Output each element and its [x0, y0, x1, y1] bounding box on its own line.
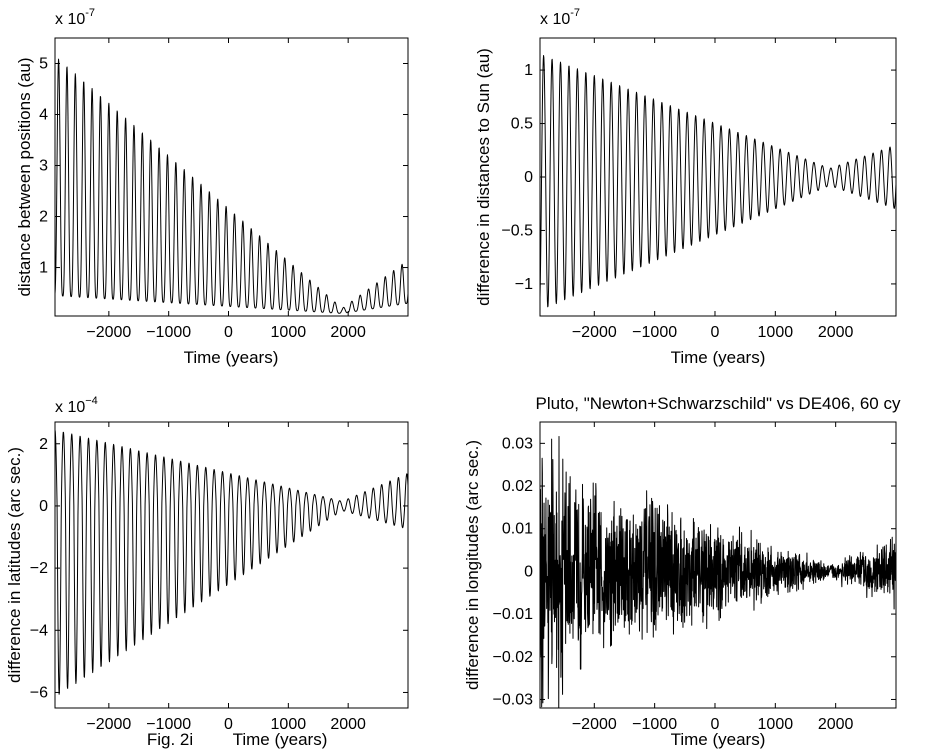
y-tick-label: −1 — [515, 276, 533, 293]
x-ticks: −2000 −1000 0 1000 2000 — [572, 422, 854, 733]
x-tick-label: −2000 — [86, 716, 131, 733]
y-tick-label: 0 — [39, 498, 48, 515]
x-tick-label: −1000 — [632, 716, 677, 733]
plot-frame — [539, 37, 897, 317]
y-ticks: −1 −0.5 0 0.5 1 — [501, 62, 896, 293]
y-tick-label: 2 — [39, 209, 48, 226]
y-tick-label: 1 — [524, 62, 533, 79]
x-tick-label: −2000 — [572, 324, 617, 341]
y-tick-label: −2 — [30, 560, 48, 577]
y-tick-label: −0.01 — [493, 606, 534, 623]
x-tick-label: 2000 — [330, 324, 366, 341]
x-tick-label: 0 — [224, 716, 233, 733]
x-tick-label: 1000 — [758, 324, 794, 341]
y-tick-label: 0 — [524, 169, 533, 186]
x-tick-label: 2000 — [330, 716, 366, 733]
x-tick-label: −1000 — [146, 716, 191, 733]
x-tick-label: −1000 — [632, 324, 677, 341]
x-tick-label: 1000 — [758, 716, 794, 733]
y-tick-label: 4 — [39, 107, 48, 124]
y-tick-label: 3 — [39, 158, 48, 175]
x-tick-label: −1000 — [146, 324, 191, 341]
y-ticks: −6 −4 −2 0 2 — [30, 436, 408, 701]
x-tick-label: 2000 — [818, 324, 854, 341]
y-tick-label: 5 — [39, 56, 48, 73]
panel-longitudes: −2000 −1000 0 1000 2000 −0.03 −0.02 −0.01 0 0.01… — [463, 394, 901, 749]
y-multiplier: x 10-7 — [55, 7, 95, 28]
x-tick-label: 0 — [711, 324, 720, 341]
series-line — [540, 436, 896, 708]
y-tick-label: 0.02 — [502, 478, 533, 495]
x-ticks: −2000 −1000 0 1000 2000 — [86, 422, 366, 733]
panel-latitudes: −2000 −1000 0 1000 2000 −6 −4 −2 0 2 Time (years… — [5, 395, 409, 749]
chart-title: Pluto, "Newton+Schwarzschild" vs DE406, … — [536, 394, 901, 413]
series-line — [540, 55, 896, 308]
figure-caption: Fig. 2i — [147, 730, 193, 749]
y-ticks: −0.03 −0.02 −0.01 0 0.01 0.02 0.03 — [493, 435, 896, 708]
x-tick-label: 0 — [711, 716, 720, 733]
x-tick-label: −2000 — [86, 324, 131, 341]
y-tick-label: 2 — [39, 436, 48, 453]
y-tick-label: 0.03 — [502, 435, 533, 452]
y-tick-label: −0.02 — [493, 649, 534, 666]
y-axis-label: distance between positions (au) — [15, 57, 34, 296]
y-tick-label: −0.03 — [493, 691, 534, 708]
x-ticks: −2000 −1000 0 1000 2000 — [572, 38, 854, 341]
y-multiplier: x 10−4 — [55, 395, 98, 416]
y-multiplier: x 10-7 — [540, 7, 580, 28]
x-axis-label: Time (years) — [184, 348, 279, 367]
series-line — [55, 429, 408, 695]
plot-frame — [54, 37, 409, 317]
y-tick-label: 0.5 — [511, 116, 533, 133]
y-ticks: 1 2 3 4 5 — [39, 56, 408, 277]
x-tick-label: −2000 — [572, 716, 617, 733]
x-ticks: −2000 −1000 0 1000 2000 — [86, 38, 366, 341]
y-axis-label: difference in distances to Sun (au) — [474, 48, 493, 306]
y-tick-label: −6 — [30, 684, 48, 701]
panel-distance-difference: −2000 −1000 0 1000 2000 −1 −0.5 0 0.5 1 Time (ye… — [474, 7, 897, 367]
plot-frame — [54, 421, 409, 709]
y-tick-label: −4 — [30, 622, 48, 639]
series-line — [55, 58, 408, 314]
x-axis-label: Time (years) — [671, 730, 766, 749]
x-axis-label: Time (years) — [233, 730, 328, 749]
y-axis-label: difference in longitudes (arc sec.) — [463, 440, 482, 690]
y-axis-label: difference in latitudes (arc sec.) — [5, 447, 24, 683]
panel-distance: −2000 −1000 0 1000 2000 1 2 3 4 5 Time (years) d… — [15, 7, 409, 367]
x-axis-label: Time (years) — [671, 348, 766, 367]
y-tick-label: 0.01 — [502, 521, 533, 538]
y-tick-label: −0.5 — [501, 222, 533, 239]
x-tick-label: 1000 — [271, 716, 307, 733]
y-tick-label: 0 — [524, 563, 533, 580]
x-tick-label: 1000 — [271, 324, 307, 341]
y-tick-label: 1 — [39, 260, 48, 277]
x-tick-label: 2000 — [818, 716, 854, 733]
x-tick-label: 0 — [224, 324, 233, 341]
